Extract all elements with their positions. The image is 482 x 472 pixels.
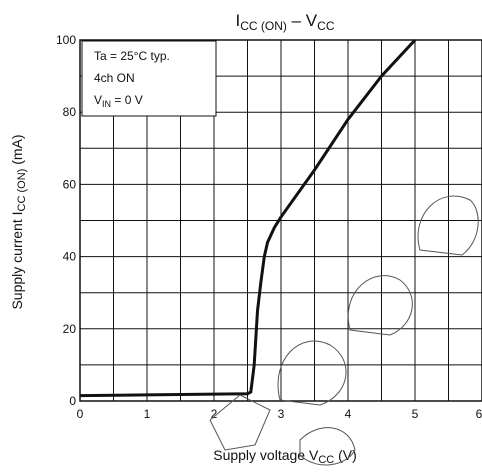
x-tick-label: 0 (77, 407, 84, 421)
x-tick-label: 5 (412, 407, 419, 421)
y-tick-label: 60 (63, 177, 77, 191)
series-line (79, 38, 417, 398)
x-tick-label: 6 (476, 407, 482, 421)
y-tick-label: 20 (63, 322, 77, 336)
y-tick-label: 80 (63, 105, 77, 119)
annotation-input-voltage: VIN = 0 V (94, 93, 143, 109)
x-tick-label: 2 (211, 407, 218, 421)
x-tick-label: 1 (144, 407, 151, 421)
y-axis-label: Supply current ICC (ON) (mA) (9, 134, 28, 309)
y-tick-label: 100 (56, 33, 76, 47)
x-axis-label: Supply voltage VCC (V) (213, 447, 357, 466)
watermark (209, 195, 479, 466)
plot-frame (79, 39, 482, 402)
y-tick-label: 40 (63, 250, 77, 264)
y-tick-label: 0 (69, 394, 76, 408)
x-axis-ticks: 0 1 2 3 4 5 6 (77, 407, 482, 421)
y-axis-ticks: 0 20 40 60 80 100 (56, 33, 76, 408)
chart-title: ICC (ON) – VCC (236, 11, 335, 33)
x-tick-label: 3 (278, 407, 285, 421)
annotation-temperature: Ta = 25°C typ. (94, 49, 170, 63)
annotation-channels: 4ch ON (94, 71, 135, 85)
x-tick-label: 4 (345, 407, 352, 421)
annotation-box (81, 40, 217, 117)
